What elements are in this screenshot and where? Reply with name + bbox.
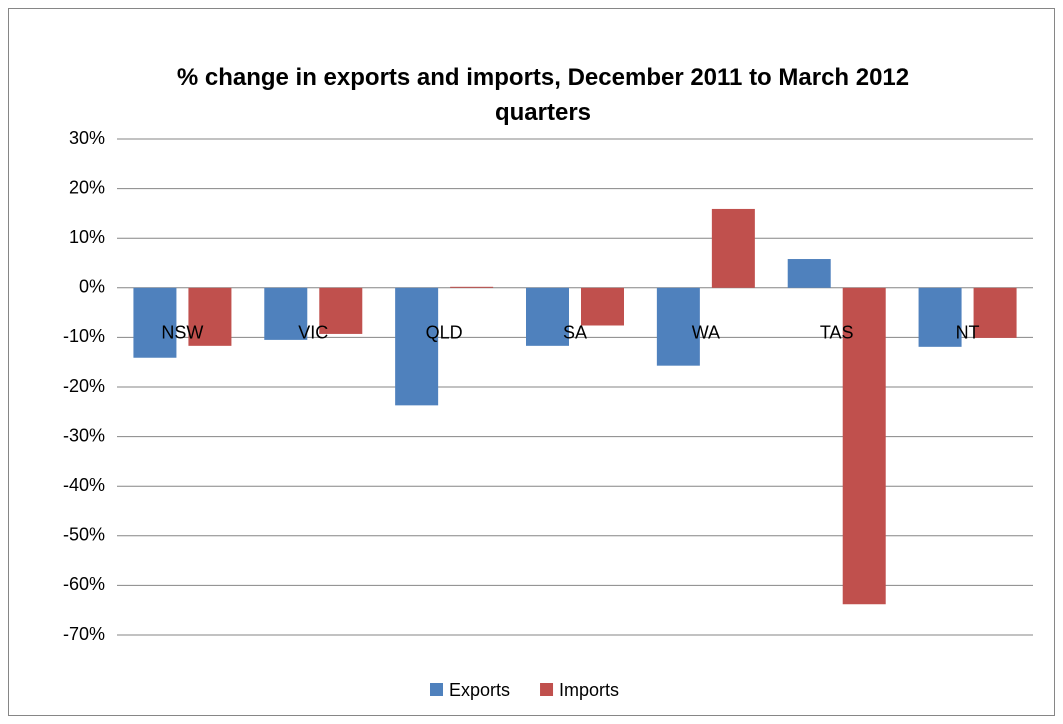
y-tick-label: 10% (69, 227, 105, 247)
bar (973, 287, 1017, 338)
bar (188, 287, 232, 346)
legend-swatch (430, 683, 443, 696)
y-tick-label: -20% (63, 376, 105, 396)
y-tick-label: -40% (63, 475, 105, 495)
y-tick-label: -70% (63, 624, 105, 644)
x-tick-label: NSW (161, 323, 203, 343)
x-tick-label: QLD (426, 323, 463, 343)
y-tick-label: 30% (69, 128, 105, 148)
legend-label: Exports (449, 680, 510, 700)
x-tick-label: VIC (298, 323, 328, 343)
bar (842, 287, 886, 605)
legend-swatch (540, 683, 554, 696)
x-tick-label: NT (956, 323, 980, 343)
x-tick-label: TAS (820, 323, 854, 343)
bar (319, 287, 363, 334)
x-tick-label: SA (563, 323, 587, 343)
bar (711, 208, 755, 288)
legend-label: Imports (559, 680, 619, 700)
y-tick-label: -30% (63, 425, 105, 445)
y-tick-label: 20% (69, 177, 105, 197)
y-tick-label: -60% (63, 574, 105, 594)
bar (133, 287, 177, 358)
bar (395, 287, 439, 406)
bar (581, 287, 624, 326)
bar (918, 287, 962, 347)
bar (264, 287, 308, 340)
chart-title: % change in exports and imports, Decembe… (176, 64, 910, 126)
bar (526, 287, 569, 346)
x-tick-label: WA (692, 323, 720, 343)
bar (787, 259, 831, 288)
bar (656, 287, 700, 366)
y-tick-label: -50% (63, 525, 105, 545)
y-tick-label: 0% (79, 277, 105, 297)
y-tick-label: -10% (63, 326, 105, 346)
bar (450, 286, 494, 288)
